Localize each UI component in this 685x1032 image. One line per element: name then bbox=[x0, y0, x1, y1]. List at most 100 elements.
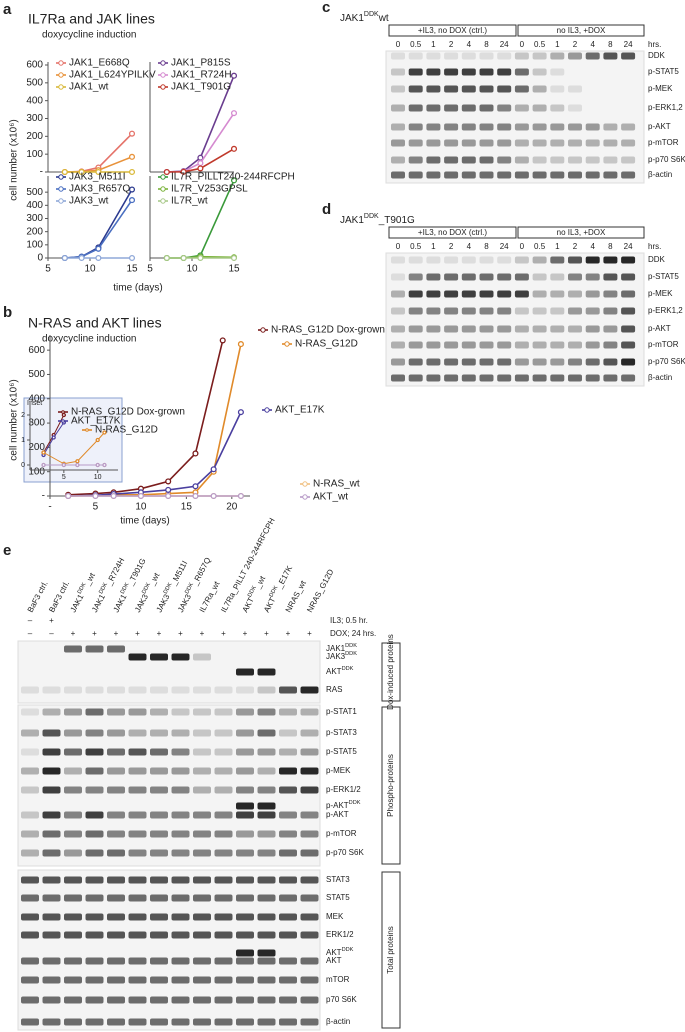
data-point bbox=[75, 462, 80, 468]
band bbox=[568, 290, 582, 298]
data-point bbox=[180, 254, 187, 262]
band bbox=[550, 156, 565, 164]
band bbox=[621, 290, 636, 298]
panel-title: N-RAS and AKT lines bbox=[28, 315, 162, 331]
y-tick-label: 400 bbox=[28, 393, 45, 404]
band bbox=[257, 894, 276, 902]
band bbox=[532, 171, 547, 179]
row-label: AKTDDK bbox=[326, 666, 354, 676]
band bbox=[621, 358, 636, 366]
label-part: DDK bbox=[142, 582, 153, 595]
band bbox=[426, 341, 441, 349]
band bbox=[514, 290, 529, 298]
y-tick-label: 2 bbox=[21, 412, 25, 419]
band bbox=[532, 290, 547, 298]
band bbox=[85, 913, 104, 921]
band bbox=[479, 171, 494, 179]
band bbox=[128, 913, 147, 921]
band bbox=[408, 85, 423, 93]
label-part: AKT bbox=[326, 667, 342, 676]
data-point bbox=[128, 254, 136, 262]
row-label: p-MEK bbox=[648, 289, 673, 298]
y-tick-label: 100 bbox=[26, 149, 43, 160]
legend-label: IL7R_V253GPSL bbox=[171, 184, 248, 195]
band bbox=[64, 996, 82, 1004]
band bbox=[193, 729, 211, 737]
x-tick-label: - bbox=[48, 502, 51, 513]
band bbox=[279, 913, 297, 921]
timepoint: 1 bbox=[431, 40, 436, 49]
band bbox=[21, 913, 39, 921]
band bbox=[21, 1018, 39, 1026]
band bbox=[279, 876, 297, 884]
legend-marker bbox=[58, 84, 64, 90]
group-label: +IL3, no DOX (ctrl.) bbox=[418, 228, 487, 237]
group-label: no IL3, +DOX bbox=[557, 228, 606, 237]
band bbox=[408, 123, 423, 131]
band bbox=[532, 123, 547, 131]
y-tick-label: 500 bbox=[28, 369, 45, 380]
band bbox=[603, 307, 618, 315]
band bbox=[497, 358, 512, 366]
band bbox=[42, 830, 61, 838]
band bbox=[107, 894, 125, 902]
legend-marker bbox=[85, 428, 89, 432]
row-label: β-actin bbox=[648, 170, 672, 179]
band bbox=[85, 786, 104, 794]
label-part: DDK bbox=[342, 666, 354, 672]
band bbox=[514, 341, 529, 349]
band bbox=[42, 976, 61, 984]
timepoint: 8 bbox=[608, 242, 613, 251]
band bbox=[479, 307, 494, 315]
band bbox=[193, 931, 211, 939]
band bbox=[214, 957, 233, 965]
band bbox=[585, 358, 600, 366]
row-label: p-ERK1,2 bbox=[648, 306, 683, 315]
legend-label: JAK3_M511I bbox=[69, 172, 126, 183]
band bbox=[128, 976, 147, 984]
row-label: p-AKT bbox=[648, 122, 671, 131]
band bbox=[408, 171, 423, 179]
timepoint: 24 bbox=[624, 242, 633, 251]
band bbox=[257, 767, 276, 775]
dox-sign: + bbox=[221, 629, 226, 638]
band bbox=[279, 957, 297, 965]
band bbox=[128, 767, 147, 775]
dox-sign: + bbox=[264, 629, 269, 638]
band bbox=[42, 876, 61, 884]
band bbox=[236, 811, 254, 819]
legend-marker bbox=[160, 198, 166, 204]
band bbox=[391, 52, 405, 60]
timepoint: 0 bbox=[520, 242, 525, 251]
band bbox=[461, 358, 476, 366]
x-tick-label: 15 bbox=[181, 502, 193, 513]
label-part: JAK3 bbox=[326, 652, 346, 661]
band bbox=[257, 748, 276, 756]
band bbox=[193, 708, 211, 716]
band bbox=[128, 708, 147, 716]
legend-label: JAK1_wt bbox=[69, 82, 109, 93]
band bbox=[257, 876, 276, 884]
row-label: p-p70 S6K bbox=[648, 155, 685, 164]
band bbox=[603, 325, 618, 333]
band bbox=[42, 913, 61, 921]
band bbox=[193, 876, 211, 884]
band bbox=[568, 156, 582, 164]
data-point bbox=[237, 409, 244, 416]
band bbox=[603, 256, 618, 264]
band bbox=[42, 767, 61, 775]
group-label: Total proteins bbox=[386, 926, 395, 974]
timepoint: 0.5 bbox=[410, 242, 422, 251]
band bbox=[64, 686, 82, 694]
band bbox=[42, 686, 61, 694]
band bbox=[85, 931, 104, 939]
band bbox=[42, 894, 61, 902]
band bbox=[236, 913, 254, 921]
row-label: JAK3DDK bbox=[326, 651, 357, 661]
lane-label: NRAS_G12D bbox=[305, 568, 335, 614]
y-tick-label: 0 bbox=[37, 253, 43, 264]
label-part: JAK3 bbox=[176, 592, 193, 614]
dox-sign: + bbox=[286, 629, 291, 638]
panel-title: IL7Ra and JAK lines bbox=[28, 11, 155, 27]
band bbox=[568, 139, 582, 147]
